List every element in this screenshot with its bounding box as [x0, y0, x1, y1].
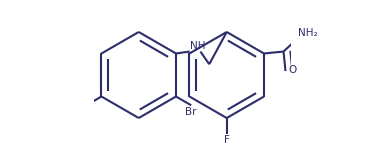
- Text: Br: Br: [186, 107, 197, 117]
- Text: NH: NH: [190, 40, 206, 51]
- Text: O: O: [288, 65, 297, 75]
- Text: F: F: [224, 135, 230, 145]
- Text: NH₂: NH₂: [298, 28, 317, 38]
